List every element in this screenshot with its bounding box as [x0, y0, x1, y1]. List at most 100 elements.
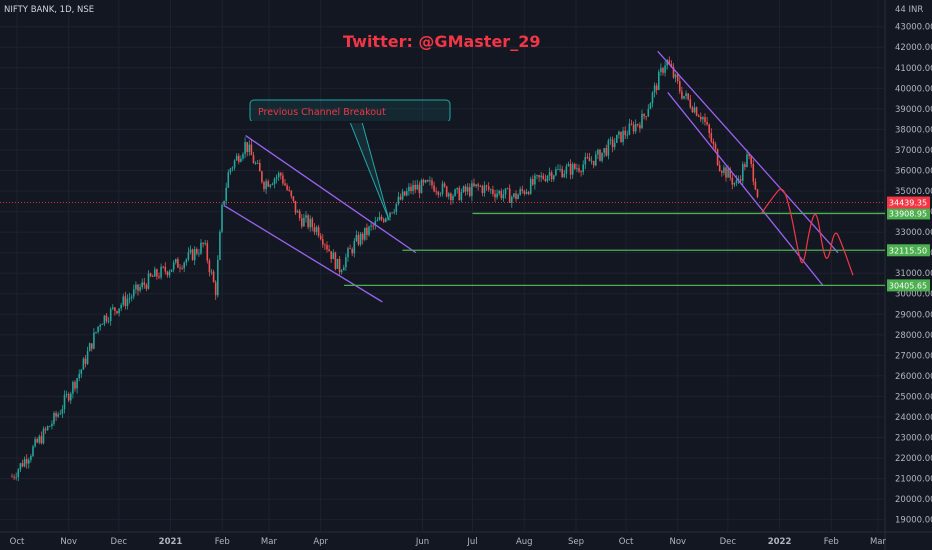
candle-body	[527, 192, 530, 194]
candle	[746, 149, 748, 168]
candle	[267, 179, 269, 188]
candle-body	[660, 68, 662, 72]
candle-body	[513, 193, 515, 197]
candle	[655, 82, 658, 95]
candle-body	[683, 95, 685, 99]
current-price-label: 34439.35	[889, 199, 927, 208]
candle	[416, 179, 419, 190]
candle-body	[233, 160, 236, 168]
candle	[395, 203, 398, 215]
candle-body	[80, 369, 83, 374]
candle-body	[363, 227, 366, 240]
candle	[462, 185, 465, 194]
x-tick-label: Dec	[111, 537, 128, 547]
candle-body	[584, 156, 587, 165]
candle	[513, 192, 515, 199]
candle-body	[443, 183, 446, 187]
candle-body	[149, 273, 152, 277]
candle-body	[78, 373, 80, 379]
candle-body	[57, 414, 59, 417]
candle-body	[710, 133, 713, 142]
candle-body	[672, 67, 675, 78]
y-axis[interactable]: 19000.00 20000.00 21000.00 22000.00 23000.00…	[887, 23, 932, 526]
candle-body	[86, 351, 89, 364]
candle	[170, 269, 173, 273]
candle	[156, 268, 158, 280]
candle-body	[153, 269, 156, 277]
callout-pointer	[349, 121, 390, 221]
candle-body	[273, 178, 276, 185]
candle	[454, 188, 456, 197]
candle-body	[433, 185, 435, 192]
candle	[82, 357, 85, 370]
candle	[25, 454, 28, 469]
candle	[424, 179, 427, 184]
candle-body	[162, 266, 164, 268]
candle-body	[118, 308, 120, 314]
candle	[21, 459, 24, 468]
candle-body	[202, 242, 204, 244]
candle-body	[221, 204, 223, 232]
candle	[620, 131, 622, 143]
candle-body	[269, 184, 272, 187]
candle-body	[368, 226, 370, 235]
y-tick-label: 43000.00	[895, 23, 932, 33]
candle	[475, 184, 477, 188]
candle	[34, 436, 36, 448]
candle	[330, 251, 332, 263]
x-axis[interactable]: Oct Nov Dec 2021 Feb Mar Apr Jun Jul Aug Sep Oct Nov…	[10, 537, 887, 547]
candle	[164, 262, 167, 275]
y-tick-label: 41000.00	[895, 64, 932, 74]
candle-body	[351, 249, 353, 254]
candle-body	[576, 168, 578, 170]
candle-body	[326, 245, 328, 250]
candle-body	[450, 193, 452, 201]
candle-body	[198, 253, 200, 255]
candle-body	[399, 196, 402, 200]
candle	[216, 255, 219, 298]
candle	[529, 176, 532, 195]
candle-body	[296, 211, 299, 213]
candle	[355, 230, 358, 243]
y-tick-label: 31000.00	[895, 269, 932, 279]
candle-body	[242, 153, 244, 159]
candle	[284, 178, 286, 186]
candle-body	[624, 130, 626, 136]
candle	[559, 164, 561, 173]
candle	[149, 272, 152, 278]
candle	[345, 253, 347, 271]
y-tick-label: 39000.00	[895, 105, 932, 115]
candle	[576, 163, 578, 172]
candle-body	[458, 187, 461, 201]
candle	[504, 188, 507, 199]
candle-body	[391, 212, 393, 214]
candle-body	[189, 249, 192, 253]
candle	[269, 184, 272, 189]
candle	[38, 434, 41, 445]
candle	[397, 191, 400, 206]
candle	[53, 411, 55, 426]
candle	[225, 182, 227, 206]
candle-body	[38, 436, 41, 443]
candle	[290, 190, 293, 199]
candle-body	[441, 183, 444, 194]
candle-body	[424, 180, 427, 183]
candle	[292, 196, 295, 203]
candle-body	[332, 252, 335, 260]
candle	[244, 137, 246, 159]
candle-body	[342, 267, 345, 271]
candle	[141, 278, 143, 290]
candle	[242, 152, 244, 161]
candles	[11, 56, 759, 482]
callout-box[interactable]: Previous Channel Breakout	[249, 99, 451, 221]
candle-body	[265, 181, 267, 190]
candle	[506, 187, 509, 190]
candle-body	[36, 439, 38, 443]
candle	[313, 223, 316, 235]
support-price-tag	[887, 279, 930, 292]
y-tick-label: 33000.00	[895, 228, 932, 238]
candle-body	[172, 262, 175, 270]
candle-body	[674, 74, 677, 78]
x-tick-label: Aug	[516, 537, 533, 547]
